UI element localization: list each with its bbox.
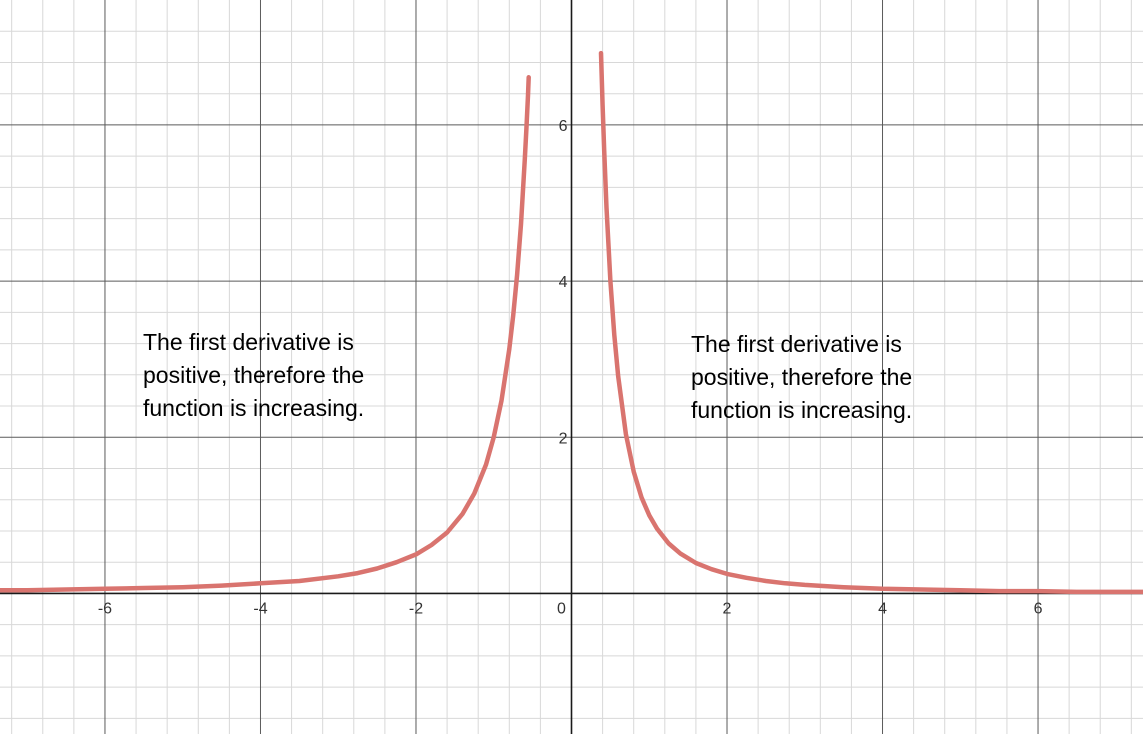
x-tick-label: 6 [1034, 600, 1043, 617]
curves [0, 50, 1143, 595]
x-tick-label: 0 [557, 600, 566, 617]
y-tick-label: 4 [559, 274, 568, 291]
function-curve [0, 75, 531, 593]
x-tick-label: 2 [723, 600, 732, 617]
annotation-right: The first derivative is positive, theref… [691, 331, 913, 423]
x-tick-label: -4 [253, 600, 267, 617]
y-tick-label: 6 [559, 118, 568, 135]
y-tick-label: 2 [559, 430, 568, 447]
function-curve [598, 50, 1143, 595]
tick-labels: -6 -4 -2 0 2 4 6 2 4 6 [98, 118, 1043, 618]
x-tick-label: 4 [878, 600, 887, 617]
annotation-left: The first derivative is positive, theref… [143, 329, 365, 421]
x-tick-label: -2 [409, 600, 423, 617]
x-tick-label: -6 [98, 600, 112, 617]
